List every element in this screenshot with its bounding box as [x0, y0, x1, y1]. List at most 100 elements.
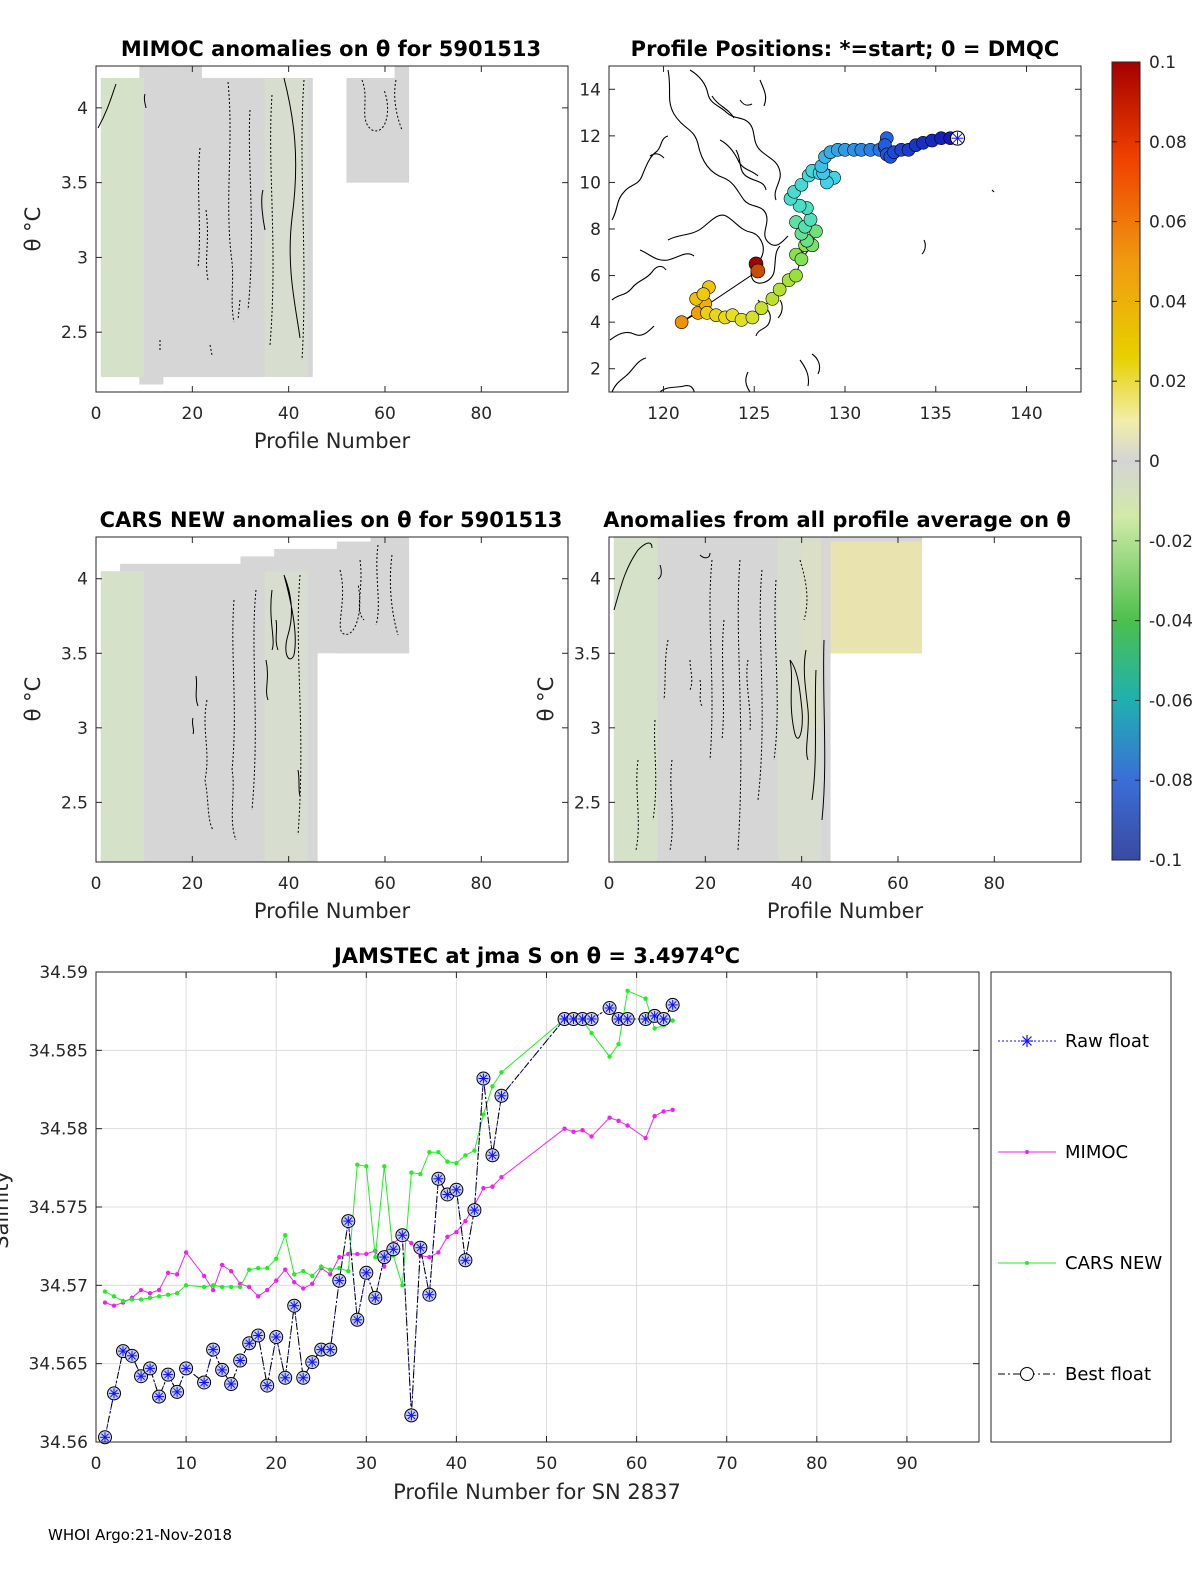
- mimoc-point: [562, 1126, 567, 1131]
- allprof-xtick-label: 40: [791, 874, 813, 894]
- raw-float-marker-arm: [371, 1293, 380, 1302]
- mimoc-point: [147, 1290, 153, 1296]
- raw-float-marker-arm: [479, 1074, 488, 1083]
- colorbar-tick-label: -0.08: [1149, 771, 1193, 791]
- mimoc-xtick-label: 20: [182, 404, 204, 424]
- map-ytick-label: 14: [579, 80, 601, 100]
- raw-float-point: [433, 1173, 444, 1184]
- mimoc-point: [364, 1251, 369, 1257]
- raw-float-marker-arm: [209, 1345, 218, 1354]
- profile-position-point: [674, 315, 689, 329]
- mimoc-point: [310, 1281, 315, 1286]
- raw-float-marker-arm: [560, 1015, 569, 1023]
- coastline: [609, 69, 995, 392]
- colorbar-tick-label: 0.08: [1149, 133, 1187, 153]
- raw-float-point: [640, 1014, 651, 1024]
- raw-float-marker-arm: [380, 1253, 389, 1262]
- cars-block: [370, 537, 410, 654]
- cars-xtick-label: 60: [374, 874, 396, 894]
- mimoc-ytick-label: 3: [77, 248, 88, 268]
- raw-float-point: [352, 1314, 363, 1325]
- cars-point: [418, 1171, 423, 1177]
- cars-point: [481, 1112, 486, 1117]
- jamstec-salinity-panel: JAMSTEC at jma S on θ = 3.4974oC 0 10 20 30…: [0, 940, 1172, 1504]
- cars-point: [373, 1254, 378, 1260]
- map-xtick-label: 125: [738, 404, 770, 424]
- cars-panel-title: CARS NEW anomalies on θ for 5901513: [100, 508, 563, 532]
- allprof-ytick-label: 3: [590, 719, 601, 739]
- all-profile-anomaly-panel: Anomalies from all profile average on θ …: [534, 508, 1082, 923]
- raw-float-point: [460, 1255, 471, 1266]
- mimoc-axes: 0 20 40 60 80 2.5 3 3.5 4: [61, 66, 568, 424]
- allprof-axes: 0 20 40 60 80 2.5 3 3.5 4: [574, 537, 1081, 894]
- raw-float-point: [622, 1014, 633, 1024]
- raw-float-point: [262, 1380, 273, 1391]
- cars-point: [111, 1294, 117, 1299]
- legend-mimoc-marker: [1025, 1150, 1029, 1154]
- mimoc-y-label: θ °C: [21, 207, 45, 252]
- cars-point: [499, 1070, 504, 1075]
- cars-xtick-label: 40: [278, 874, 300, 894]
- mimoc-tint: [100, 77, 145, 378]
- raw-float-point: [298, 1372, 309, 1383]
- map-ytick-label: 8: [590, 220, 601, 240]
- cars-point: [237, 1284, 243, 1290]
- legend-mimoc: MIMOC: [998, 1142, 1128, 1163]
- cars-xtick-label: 20: [182, 874, 204, 894]
- map-ytick-label: 10: [579, 173, 601, 193]
- mimoc-ytick-label: 2.5: [61, 323, 88, 343]
- mimoc-point: [111, 1303, 117, 1308]
- raw-float-marker-arm: [335, 1276, 344, 1285]
- start-marker: [950, 130, 966, 146]
- legend-cars-marker: [1025, 1261, 1029, 1265]
- colorbar-tick-label: 0.02: [1149, 372, 1187, 392]
- allprof-warm-tint: [801, 541, 821, 728]
- jamstec-xtick-label: 60: [626, 1454, 648, 1474]
- cars-point: [183, 1283, 189, 1288]
- raw-float-marker-arm: [182, 1364, 191, 1373]
- cars-ytick-label: 3.5: [61, 644, 88, 664]
- mimoc-point: [255, 1294, 261, 1299]
- cars-point: [292, 1272, 297, 1277]
- cars-point: [625, 988, 630, 993]
- raw-float-marker-arm: [623, 1015, 632, 1023]
- raw-float-marker-arm: [308, 1358, 317, 1367]
- cars-point: [445, 1159, 450, 1164]
- raw-float-marker-arm: [416, 1243, 425, 1252]
- start-marker-arm: [952, 133, 963, 144]
- mimoc-point: [219, 1262, 225, 1268]
- raw-float-marker-arm: [443, 1190, 452, 1199]
- raw-float-point: [199, 1377, 210, 1388]
- mimoc-block: [394, 66, 410, 108]
- allprof-ytick-label: 3.5: [574, 644, 601, 664]
- cars-point: [436, 1149, 441, 1155]
- jamstec-ytick-label: 34.56: [39, 1433, 88, 1453]
- map-xtick-label: 135: [920, 404, 952, 424]
- mimoc-point: [652, 1113, 657, 1119]
- raw-float-point: [100, 1432, 110, 1443]
- jamstec-ytick-label: 34.57: [39, 1276, 88, 1296]
- mimoc-point: [625, 1123, 630, 1128]
- mimoc-point: [156, 1287, 162, 1293]
- raw-float-point: [343, 1216, 354, 1227]
- mimoc-xtick-label: 60: [374, 404, 396, 424]
- raw-float-marker-arm: [344, 1217, 353, 1226]
- cars-ytick-label: 4: [77, 570, 88, 590]
- cars-point: [102, 1289, 108, 1294]
- raw-float-point: [469, 1205, 480, 1216]
- mimoc-point: [301, 1286, 306, 1291]
- map-ytick-label: 6: [590, 267, 601, 287]
- profile-position-point: [696, 287, 711, 302]
- raw-float-point: [388, 1244, 399, 1255]
- legend-mimoc-label: MIMOC: [1065, 1142, 1128, 1163]
- raw-float-marker-arm: [488, 1151, 497, 1160]
- mimoc-point: [283, 1267, 288, 1272]
- raw-float-marker-arm: [236, 1356, 245, 1365]
- cars-point: [382, 1164, 387, 1169]
- mimoc-point: [201, 1273, 207, 1279]
- map-panel-title: Profile Positions: *=start; 0 = DMQC: [631, 37, 1060, 61]
- mimoc-point: [454, 1229, 459, 1235]
- raw-float-marker-arm: [434, 1174, 443, 1183]
- jamstec-axes: 0 10 20 30 40 50 60 70 80 90 34.56 34.565 34.57 34.57…: [29, 963, 979, 1474]
- raw-float-point: [136, 1371, 147, 1382]
